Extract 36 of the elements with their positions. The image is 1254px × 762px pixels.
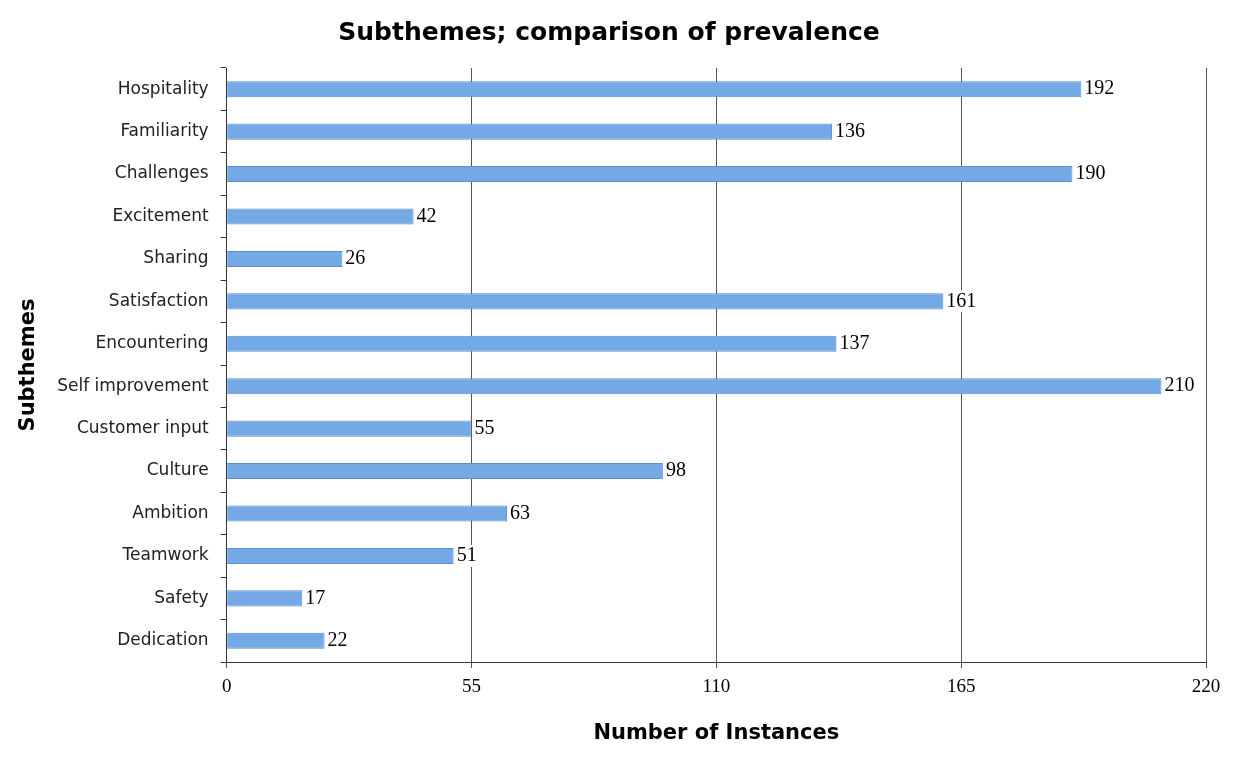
y-tick-label: Hospitality: [117, 77, 209, 98]
data-label: 136: [835, 118, 866, 141]
data-label: 98: [665, 458, 686, 481]
x-tick-label: 55: [461, 675, 481, 697]
data-label: 190: [1075, 161, 1106, 184]
data-label: 161: [946, 288, 977, 311]
x-tick-label: 110: [702, 675, 731, 697]
x-tick-label: 0: [221, 675, 232, 697]
y-tick-label: Teamwork: [121, 544, 209, 565]
y-tick-label: Self improvement: [57, 374, 209, 395]
y-tick-label: Familiarity: [120, 120, 209, 141]
y-axis-title: Subthemes: [15, 298, 40, 432]
data-label: 137: [839, 331, 870, 354]
data-label: 192: [1084, 76, 1115, 99]
chart-title: Subthemes; comparison of prevalence: [338, 16, 880, 46]
data-label: 63: [510, 500, 531, 523]
y-tick-label: Culture: [146, 459, 209, 480]
y-tick-label: Satisfaction: [108, 289, 209, 310]
x-tick-label: 220: [1191, 675, 1221, 697]
data-label: 55: [474, 415, 495, 438]
data-label: 26: [345, 246, 366, 269]
y-tick-label: Challenges: [114, 162, 209, 183]
y-tick-label: Ambition: [132, 501, 209, 522]
x-axis-title: Number of Instances: [593, 719, 840, 744]
data-label: 210: [1164, 373, 1195, 396]
y-tick-label: Safety: [154, 586, 209, 607]
y-tick-label: Excitement: [112, 204, 209, 225]
data-label: 22: [327, 628, 348, 651]
data-label: 17: [305, 585, 326, 608]
y-tick-label: Dedication: [117, 629, 209, 650]
y-tick-label: Customer input: [76, 417, 209, 438]
x-tick-label: 165: [946, 675, 976, 697]
data-label: 51: [456, 543, 477, 566]
data-label: 42: [416, 203, 437, 226]
y-tick-label: Sharing: [143, 247, 209, 268]
y-tick-label: Encountering: [95, 332, 209, 353]
